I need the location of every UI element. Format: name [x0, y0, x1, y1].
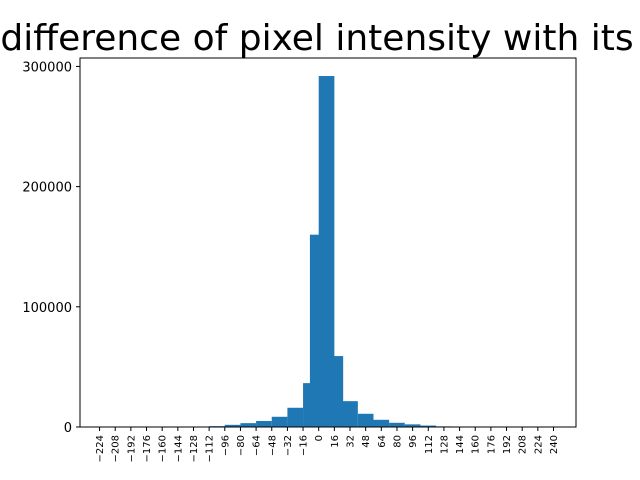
- histogram-bar-10: [327, 356, 344, 427]
- x-tick-label-11: −48: [267, 435, 278, 456]
- histogram-bar-14: [389, 422, 405, 427]
- x-tick-label-22: 128: [439, 435, 450, 454]
- x-tick-label-29: 240: [549, 435, 560, 454]
- x-tick-label-1: −208: [111, 435, 122, 462]
- x-tick-label-6: −128: [189, 435, 200, 462]
- y-tick-label-0: 0: [64, 421, 72, 436]
- y-tick-label-2: 200000: [22, 181, 72, 196]
- histogram-bar-16: [420, 425, 437, 427]
- x-tick-label-15: 16: [330, 435, 341, 448]
- y-tick-label-1: 100000: [22, 301, 72, 316]
- y-axis: 0 100000 200000 300000: [22, 60, 80, 436]
- histogram-bar-13: [373, 419, 390, 427]
- histogram-bar-4: [256, 420, 272, 427]
- axes-frame: [79, 57, 577, 428]
- x-tick-label-4: −160: [158, 435, 169, 462]
- histogram-bar-2: [224, 424, 241, 427]
- x-tick-label-9: −80: [236, 435, 247, 456]
- x-tick-label-14: 0: [314, 435, 325, 441]
- x-tick-label-18: 64: [377, 435, 388, 448]
- x-tick-label-23: 144: [455, 435, 466, 454]
- x-tick-label-2: −192: [126, 435, 137, 462]
- x-tick-label-17: 48: [361, 435, 372, 448]
- histogram-bar-3: [240, 423, 257, 427]
- x-tick-label-8: −96: [220, 435, 231, 456]
- y-tick-label-3: 300000: [22, 60, 72, 75]
- histogram-bar-5: [271, 416, 288, 427]
- x-tick-label-12: −32: [283, 435, 294, 456]
- histogram-bar-11: [342, 401, 358, 427]
- x-tick-label-3: −176: [142, 435, 153, 462]
- x-tick-label-16: 32: [346, 435, 357, 448]
- x-tick-label-28: 224: [533, 435, 544, 454]
- chart-title: difference of pixel intensity with its: [0, 18, 633, 59]
- x-tick-label-13: −16: [299, 435, 310, 456]
- x-tick-label-20: 96: [408, 435, 419, 448]
- x-tick-label-26: 192: [502, 435, 513, 454]
- histogram-bar-12: [357, 413, 374, 427]
- histogram-bar-15: [404, 424, 421, 427]
- x-tick-label-0: −224: [95, 435, 106, 462]
- bars-group: [193, 76, 468, 427]
- x-tick-label-25: 176: [486, 435, 497, 454]
- histogram-bar-9: [318, 76, 335, 427]
- x-axis: −224 −208 −192 −176 −160 −144 −128 −112 −96 −80 −6…: [95, 427, 560, 462]
- x-tick-label-19: 80: [392, 435, 403, 448]
- x-tick-label-21: 112: [424, 435, 435, 454]
- histogram-bar-6: [287, 407, 304, 427]
- x-tick-label-10: −64: [252, 435, 263, 456]
- x-tick-label-7: −112: [205, 435, 216, 462]
- x-tick-label-27: 208: [518, 435, 529, 454]
- x-tick-label-24: 160: [471, 435, 482, 454]
- x-tick-label-5: −144: [173, 435, 184, 462]
